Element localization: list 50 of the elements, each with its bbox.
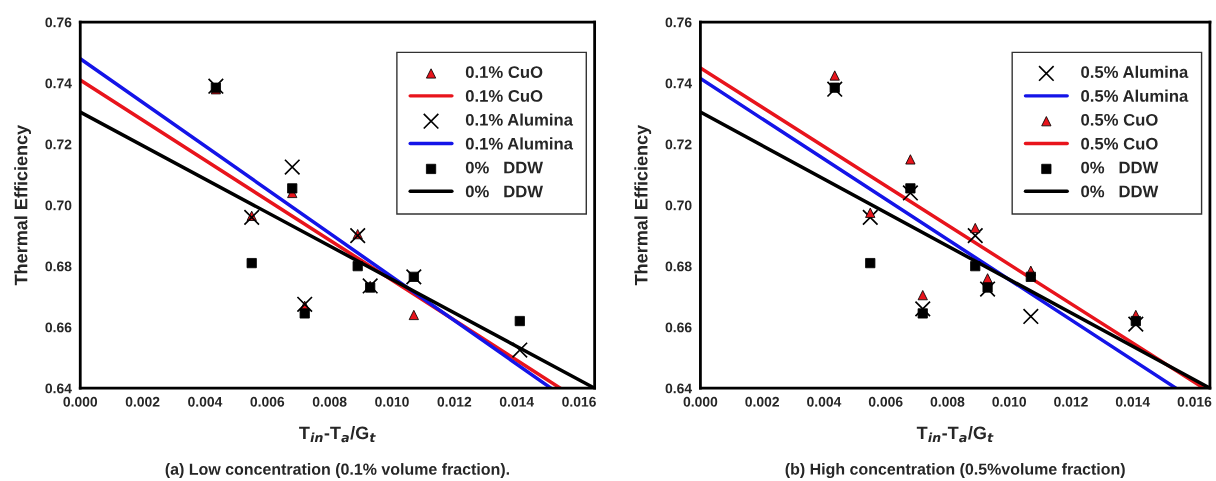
legend-label: 0.5% CuO bbox=[1081, 113, 1158, 126]
x-axis-title: T$_{in}$-T$_{a}$/G$_{t}$ bbox=[916, 426, 994, 443]
y-tick-label: 0.70 bbox=[665, 200, 692, 211]
x-tick-label: 0.008 bbox=[312, 396, 347, 407]
x-tick-label: 0.014 bbox=[1115, 396, 1151, 407]
x-tick-label: 0.006 bbox=[868, 396, 903, 407]
y-tick-label: 0.68 bbox=[45, 261, 72, 272]
x-tick-label: 0.000 bbox=[683, 396, 718, 407]
y-tick-label: 0.68 bbox=[665, 261, 692, 272]
legend-label: 0.5% Alumina bbox=[1081, 89, 1189, 102]
x-tick-label: 0.008 bbox=[930, 396, 965, 407]
y-axis-title: Thermal Efficiency bbox=[634, 124, 652, 286]
y-tick-label: 0.66 bbox=[665, 322, 692, 333]
legend-label: 0.1% CuO bbox=[465, 66, 543, 78]
legend-label: 0% DDW bbox=[465, 161, 543, 174]
y-tick-label: 0.72 bbox=[665, 139, 692, 150]
y-axis-title: Thermal Efficiency bbox=[14, 124, 31, 286]
legend-label: 0% DDW bbox=[465, 185, 543, 198]
x-tick-label: 0.016 bbox=[562, 396, 596, 407]
legend-label: 0.1% Alumina bbox=[465, 137, 574, 150]
legend-label: 0.1% CuO bbox=[465, 90, 543, 102]
x-tick-label: 0.012 bbox=[1054, 396, 1088, 407]
x-tick-label: 0.016 bbox=[1177, 396, 1212, 407]
text: (b) High concentration (0.5%volume fraction) bbox=[785, 463, 1125, 479]
legend-label: 0.5% Alumina bbox=[1081, 65, 1189, 78]
x-tick-label: 0.002 bbox=[125, 396, 160, 407]
y-tick-label: 0.64 bbox=[665, 383, 693, 394]
y-tick-label: 0.72 bbox=[45, 139, 72, 150]
x-tick-label: 0.000 bbox=[63, 396, 98, 407]
x-tick-label: 0.002 bbox=[745, 396, 779, 407]
x-tick-label: 0.004 bbox=[188, 396, 223, 407]
legend-label: 0% DDW bbox=[1081, 161, 1159, 174]
x-tick-label: 0.014 bbox=[499, 396, 534, 407]
legend-label: 0% DDW bbox=[1081, 185, 1159, 198]
text: (a) Low concentration (0.1% volume fraction). bbox=[165, 463, 509, 478]
legend-label: 0.5% CuO bbox=[1081, 137, 1158, 150]
x-tick-label: 0.012 bbox=[437, 396, 472, 407]
x-tick-label: 0.006 bbox=[250, 396, 285, 407]
y-tick-label: 0.74 bbox=[45, 78, 72, 89]
x-tick-label: 0.004 bbox=[807, 396, 842, 407]
x-tick-label: 0.010 bbox=[375, 396, 409, 407]
y-tick-label: 0.64 bbox=[45, 383, 72, 394]
y-tick-label: 0.74 bbox=[665, 78, 693, 89]
y-tick-label: 0.76 bbox=[45, 17, 72, 28]
x-tick-label: 0.010 bbox=[992, 396, 1027, 407]
legend-label: 0.1% Alumina bbox=[465, 113, 574, 126]
y-tick-label: 0.76 bbox=[665, 17, 692, 28]
y-tick-label: 0.70 bbox=[45, 200, 72, 211]
x-axis-title: T$_{in}$-T$_{a}$/G$_{t}$ bbox=[299, 426, 376, 443]
y-tick-label: 0.66 bbox=[45, 322, 72, 333]
